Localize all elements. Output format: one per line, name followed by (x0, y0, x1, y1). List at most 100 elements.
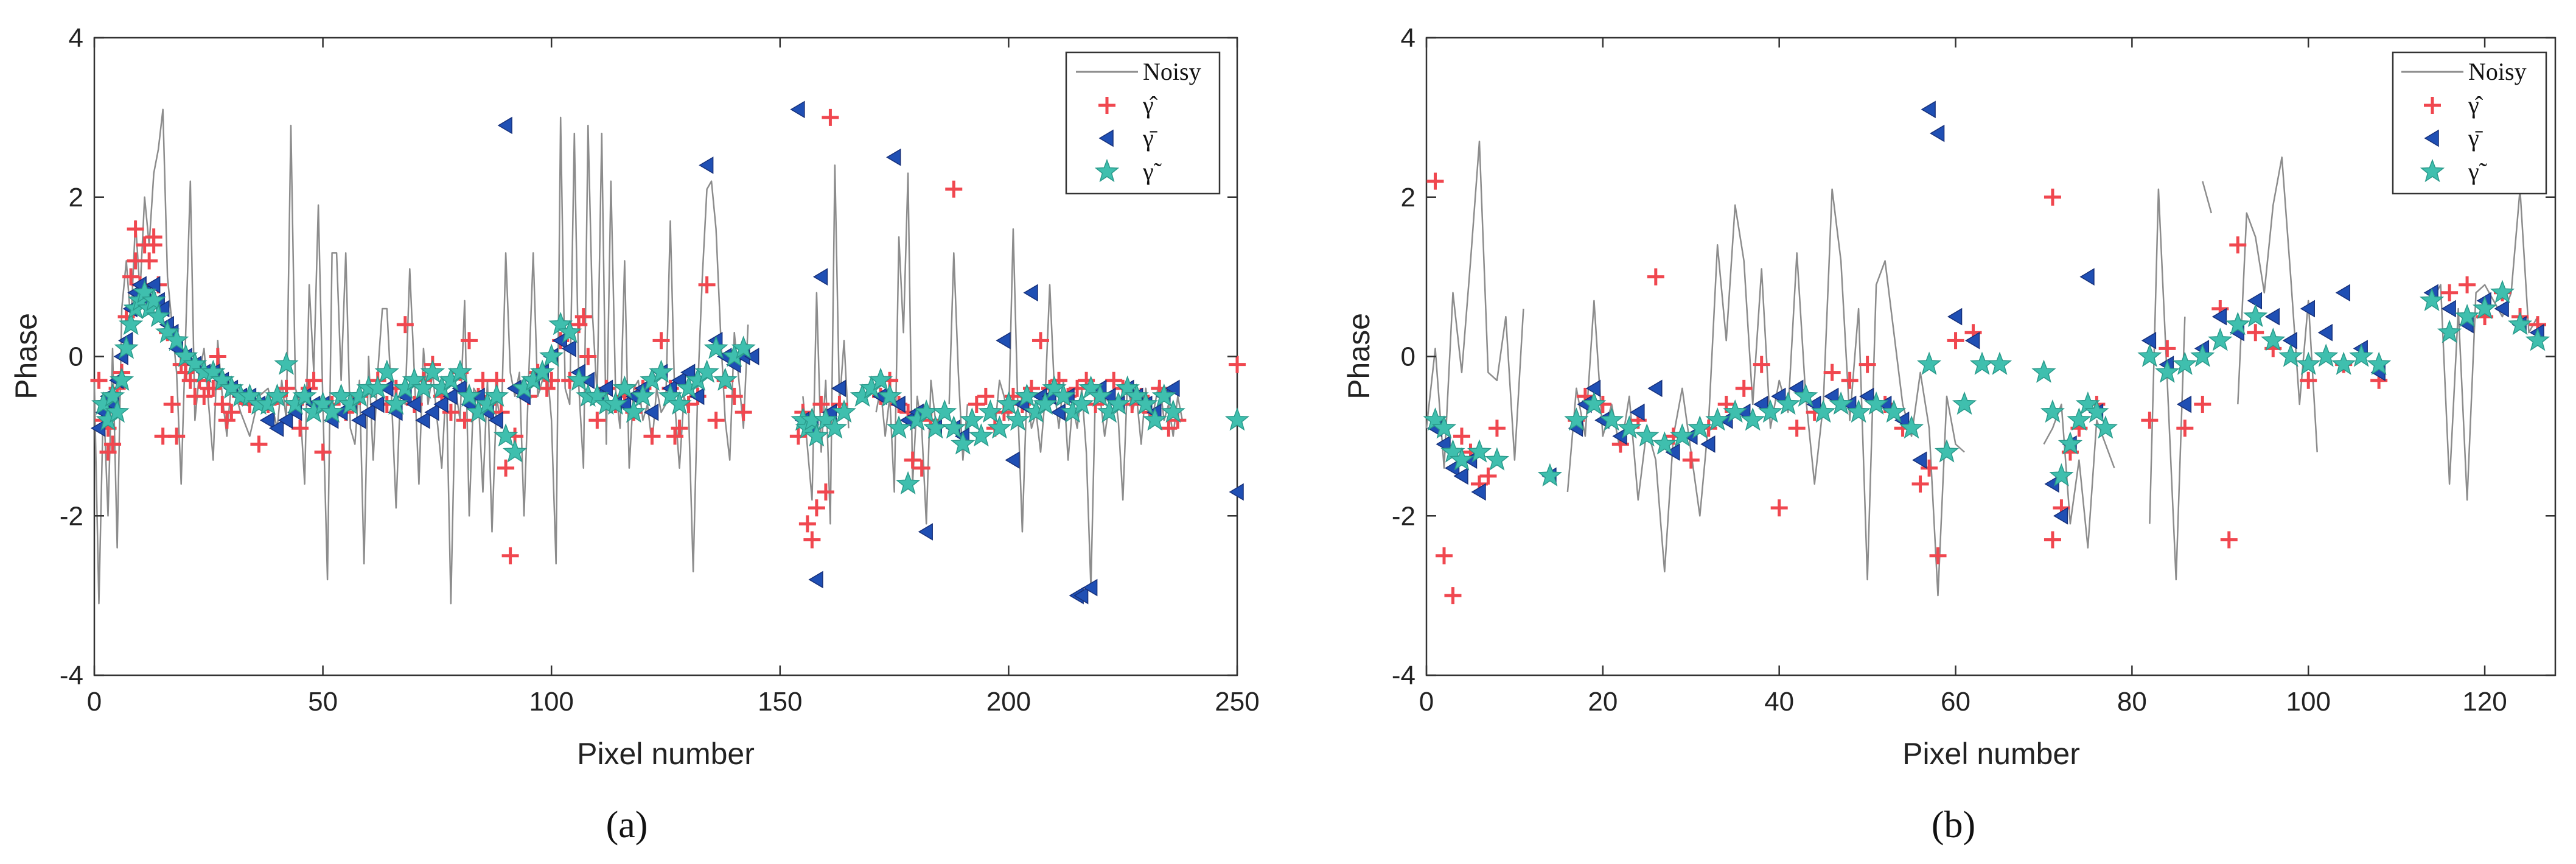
gamma-tilde-point (1881, 399, 1907, 423)
x-tick-label: 100 (2286, 687, 2331, 717)
gamma-bar-point (269, 419, 284, 437)
gamma-hat-point (145, 236, 162, 254)
gamma-hat-point (798, 515, 816, 533)
gamma-tilde-point (1014, 383, 1039, 407)
gamma-tilde-point (621, 399, 646, 423)
gamma-tilde-point (1776, 391, 1801, 415)
ylabel-a: Phase (9, 313, 43, 399)
x-tick-label: 150 (758, 687, 802, 717)
gamma-tilde-point (2225, 311, 2250, 335)
x-tick-label: 80 (2117, 687, 2147, 717)
gamma-tilde-point (2419, 287, 2445, 312)
gamma-tilde-point (831, 399, 857, 423)
legend-bar-symbol (2424, 129, 2439, 147)
gamma-tilde-point (1617, 415, 1642, 439)
gamma-tilde-point (1051, 383, 1076, 407)
gamma-tilde-point (2093, 415, 2118, 439)
gamma-tilde-point (105, 399, 130, 423)
gamma-tilde-point (1151, 383, 1176, 407)
gamma-bar-point (2264, 307, 2280, 326)
gamma-hat-point (968, 396, 985, 413)
plot-data-b (1423, 100, 2550, 605)
gamma-tilde-point (896, 471, 921, 495)
gamma-bar-point (886, 148, 901, 166)
gamma-hat-point (2229, 236, 2247, 254)
gamma-tilde-point (603, 391, 628, 415)
gamma-hat-point (460, 332, 478, 349)
gamma-tilde-point (1564, 407, 1589, 431)
gamma-hat-point (1229, 356, 1246, 373)
gamma-tilde-point (1793, 383, 1818, 407)
gamma-hat-point (1929, 547, 1947, 564)
gamma-tilde-point (1863, 391, 1889, 415)
gamma-tilde-point (2031, 359, 2056, 383)
gamma-bar-point (351, 411, 366, 429)
gamma-bar-point (2211, 307, 2227, 326)
gamma-tilde-point (2243, 303, 2268, 328)
legend-hat-marker-a (1098, 97, 1115, 114)
gamma-tilde-point (493, 423, 518, 447)
gamma-hat-point (305, 371, 323, 389)
gamma-tilde-point (630, 383, 655, 407)
gamma-tilde-point (383, 391, 408, 415)
gamma-tilde-point (703, 335, 728, 359)
gamma-tilde-point (2490, 279, 2515, 303)
gamma-bar-point (2300, 300, 2315, 318)
gamma-tilde-point (1224, 407, 1250, 431)
gamma-bar-point (2494, 300, 2509, 318)
xlabel-b: Pixel number (1902, 737, 2080, 771)
noisy-line-segment (2202, 181, 2213, 214)
gamma-hat-point (442, 404, 459, 421)
gamma-tilde-point (2049, 463, 2074, 486)
gamma-tilde-point (456, 383, 482, 407)
gamma-hat-point (808, 499, 825, 517)
y-tick-label: -4 (60, 661, 83, 690)
gamma-bar-point (1930, 124, 1945, 142)
gamma-tilde-point (2058, 431, 2083, 455)
gamma-tilde-point (118, 311, 144, 335)
gamma-tilde-point (2367, 351, 2392, 375)
gamma-tilde-point (530, 359, 555, 383)
y-tick-label: 0 (69, 342, 83, 372)
legend-bar-marker-b (2424, 129, 2439, 147)
gamma-tilde-point (1106, 391, 1131, 415)
gamma-tilde-point (1537, 463, 1563, 486)
gamma-tilde-point (960, 407, 985, 431)
gamma-bar-point (424, 403, 439, 421)
gamma-tilde-point (2525, 328, 2550, 351)
gamma-hat-point (945, 180, 963, 198)
gamma-hat-point (579, 348, 597, 365)
gamma-hat-point (588, 412, 606, 429)
legend-tilde-marker-b (2420, 158, 2445, 183)
noisy-line-segment (1566, 188, 1965, 597)
gamma-tilde-point (713, 367, 738, 391)
ylabel-b: Phase (1342, 313, 1376, 399)
panel-label-a: (a) (606, 804, 648, 846)
gamma-bar-point (360, 403, 375, 421)
gamma-tilde-point (1582, 391, 1607, 415)
gamma-bar-point (442, 387, 458, 406)
gamma-tilde-point (2084, 399, 2109, 423)
gamma-tilde-point (1599, 407, 1624, 431)
gamma-hat-point (2159, 340, 2176, 357)
gamma-tilde-point (978, 399, 1003, 423)
gamma-bar-point (433, 395, 449, 413)
gamma-bar-point (2282, 332, 2297, 349)
gamma-tilde-point (274, 351, 299, 375)
legend-tilde-marker-a (1094, 158, 1120, 183)
gamma-hat-point (1947, 332, 1964, 349)
noisy-line-segment (802, 164, 850, 525)
gamma-hat-point (671, 420, 688, 437)
gamma-tilde-point (1846, 399, 1871, 423)
gamma-hat-point (1823, 364, 1841, 381)
gamma-hat-point (1444, 587, 1462, 605)
gamma-hat-point (2247, 324, 2264, 342)
gamma-hat-point (735, 404, 752, 421)
gamma-hat-point (141, 252, 158, 270)
gamma-tilde-point (996, 391, 1021, 415)
gamma-tilde-point (2278, 343, 2303, 367)
gamma-tilde-point (2296, 351, 2321, 375)
gamma-tilde-point (1652, 431, 1677, 455)
gamma-tilde-point (2261, 328, 2286, 351)
